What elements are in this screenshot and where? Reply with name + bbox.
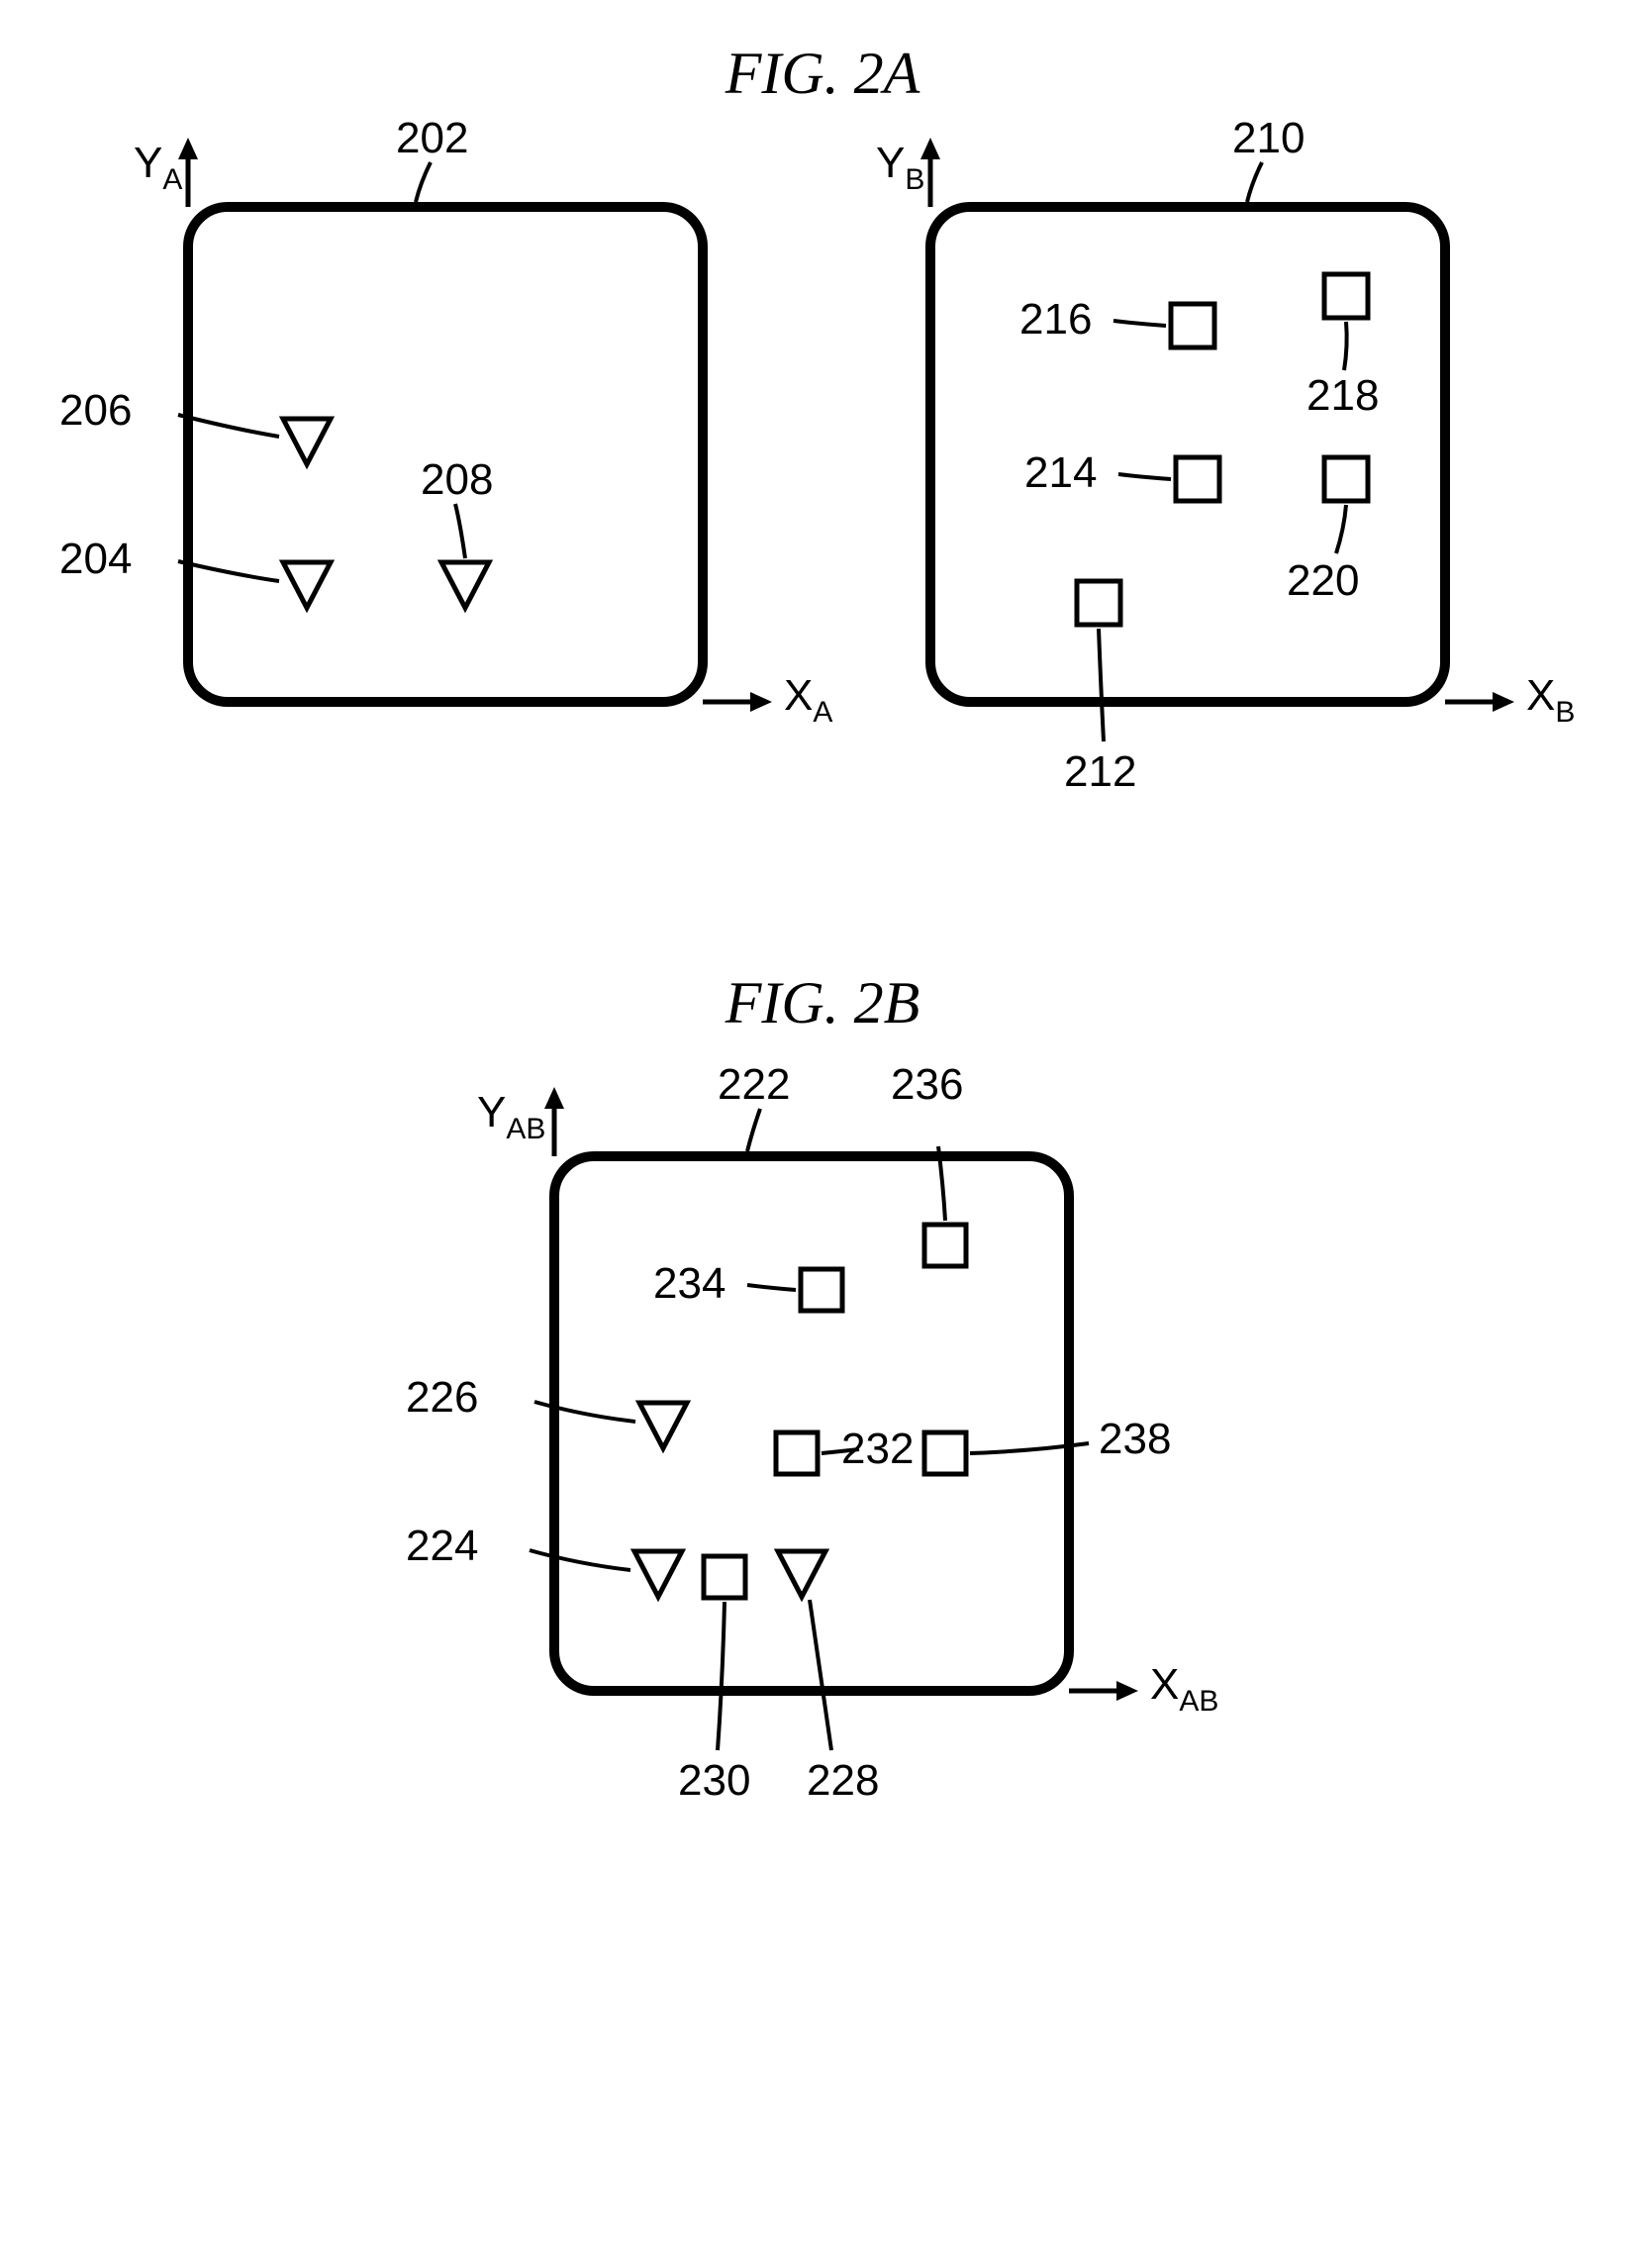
square-230 (704, 1556, 745, 1598)
y-axis-b-label: Y (876, 139, 905, 187)
ref-226: 226 (406, 1373, 478, 1422)
ref-214: 214 (1024, 448, 1097, 497)
y-axis-a-label: Y (134, 139, 162, 187)
square-218 (1324, 274, 1368, 318)
figure-2a-diagram: YA XA 202 (40, 118, 1605, 870)
ref-224: 224 (406, 1522, 478, 1570)
y-axis-a-sub: A (162, 163, 182, 196)
ref-234: 234 (653, 1259, 726, 1308)
panel-202 (188, 207, 703, 702)
x-axis-b-sub: B (1555, 696, 1575, 729)
svg-text:YB: YB (876, 139, 924, 196)
ref-236-top: 236 (891, 1060, 963, 1109)
ref-222: 222 (718, 1060, 790, 1109)
x-axis-b-label: X (1526, 671, 1555, 720)
figure-2a-title: FIG. 2A (40, 40, 1605, 108)
ref-202: 202 (396, 118, 468, 162)
ref-218: 218 (1306, 371, 1379, 420)
square-236 (924, 1225, 966, 1266)
ref-238: 238 (1099, 1415, 1171, 1463)
y-axis-a: YA (134, 138, 198, 207)
x-axis-a: XA (703, 671, 832, 729)
ref-204: 204 (59, 535, 132, 583)
svg-text:YA: YA (134, 139, 182, 196)
x-axis-ab-sub: AB (1179, 1685, 1218, 1718)
ref-210-leader: 210 (1232, 118, 1305, 202)
ref-216: 216 (1019, 295, 1092, 344)
square-214 (1176, 457, 1219, 501)
y-axis-ab: YAB (477, 1087, 564, 1156)
ref-228: 228 (807, 1756, 879, 1805)
x-axis-b: XB (1445, 671, 1575, 729)
square-220 (1324, 457, 1368, 501)
ref-208: 208 (421, 455, 493, 504)
y-axis-ab-sub: AB (506, 1113, 545, 1145)
x-axis-a-sub: A (813, 696, 832, 729)
y-axis-b: YB (876, 138, 940, 207)
square-232 (776, 1432, 818, 1474)
ref-222-leader: 222 (718, 1060, 790, 1151)
y-axis-ab-label: Y (477, 1088, 506, 1136)
svg-text:XAB: XAB (1150, 1660, 1218, 1718)
figure-2b-title: FIG. 2B (40, 969, 1605, 1037)
x-axis-ab: XAB (1069, 1660, 1218, 1718)
ref-220: 220 (1287, 556, 1359, 605)
square-212 (1077, 581, 1120, 625)
square-234 (801, 1269, 842, 1311)
y-axis-b-sub: B (905, 163, 924, 196)
x-axis-ab-label: X (1150, 1660, 1179, 1709)
ref-232: 232 (841, 1425, 914, 1473)
ref-212: 212 (1064, 747, 1136, 796)
ref-210: 210 (1232, 118, 1305, 162)
x-axis-a-label: X (784, 671, 813, 720)
ref-230: 230 (678, 1756, 750, 1805)
ref-202-leader: 202 (396, 118, 468, 202)
square-238 (924, 1432, 966, 1474)
square-216 (1171, 304, 1214, 347)
svg-text:XA: XA (784, 671, 832, 729)
figure-2b-diagram: YAB XAB 222 236 (40, 1047, 1605, 1859)
svg-text:YAB: YAB (477, 1088, 545, 1145)
svg-text:XB: XB (1526, 671, 1575, 729)
ref-206: 206 (59, 386, 132, 435)
